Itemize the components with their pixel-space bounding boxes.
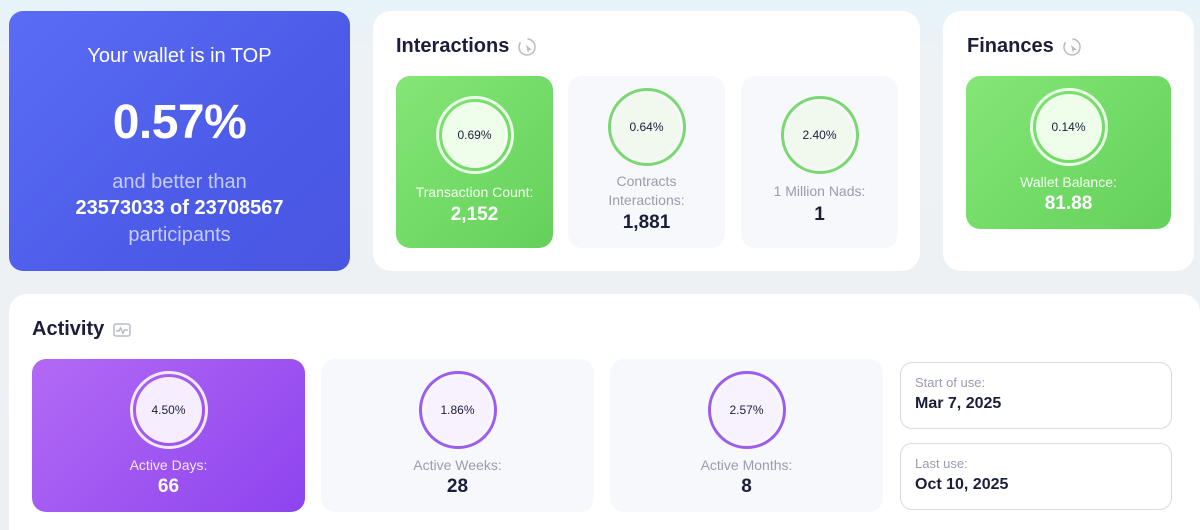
start-of-use-value: Mar 7, 2025 xyxy=(915,395,1002,412)
active-weeks-tile: 1.86% Active Weeks: 28 xyxy=(321,359,594,512)
rank-count: 23573033 of 23708567 xyxy=(75,197,284,219)
transaction-count-percent: 0.69% xyxy=(457,128,492,142)
interactions-title-text: Interactions xyxy=(396,35,510,57)
active-weeks-value: 28 xyxy=(446,476,469,497)
rank-better-than: and better than xyxy=(112,171,247,193)
wallet-balance-percent: 0.14% xyxy=(1051,120,1086,134)
wallet-balance-label: Wallet Balance: xyxy=(1020,174,1117,190)
finances-title: Finances xyxy=(967,35,1082,58)
wallet-rank-card: Your wallet is in TOP 0.57% and better t… xyxy=(9,11,350,271)
interactions-card: Interactions 0.69% Transaction Count: 2,… xyxy=(373,11,920,271)
cursor-click-icon[interactable] xyxy=(517,37,537,57)
rank-percent: 0.57% xyxy=(112,96,247,149)
finances-card: Finances 0.14% Wallet Balance: 81.88 xyxy=(943,11,1194,271)
last-use-box: Last use: Oct 10, 2025 xyxy=(900,443,1172,510)
million-nads-label: 1 Million Nads: xyxy=(773,183,866,199)
active-days-label: Active Days: xyxy=(129,457,208,473)
transaction-count-value: 2,152 xyxy=(450,204,499,225)
cursor-click-icon[interactable] xyxy=(1062,37,1082,57)
contracts-interactions-ring: 0.64% xyxy=(607,88,686,166)
last-use-label: Last use: xyxy=(915,456,968,471)
activity-card: Activity 4.50% Active Days: 66 1.86% Act… xyxy=(9,294,1200,530)
activity-title-text: Activity xyxy=(32,318,105,340)
active-months-tile: 2.57% Active Months: 8 xyxy=(610,359,883,512)
million-nads-value: 1 xyxy=(814,204,825,225)
wallet-balance-ring: 0.14% xyxy=(1029,88,1108,166)
last-use-value: Oct 10, 2025 xyxy=(915,476,1009,493)
rank-participants: participants xyxy=(128,224,231,246)
contracts-interactions-percent: 0.64% xyxy=(629,120,664,134)
million-nads-ring: 2.40% xyxy=(780,96,859,174)
active-weeks-label: Active Weeks: xyxy=(413,457,502,473)
active-days-value: 66 xyxy=(157,476,180,497)
active-weeks-ring: 1.86% xyxy=(418,371,497,449)
million-nads-percent: 2.40% xyxy=(802,128,837,142)
wallet-balance-tile: 0.14% Wallet Balance: 81.88 xyxy=(966,76,1171,229)
active-days-tile: 4.50% Active Days: 66 xyxy=(32,359,305,512)
activity-title: Activity xyxy=(32,318,132,341)
interactions-title: Interactions xyxy=(396,35,537,58)
start-of-use-label: Start of use: xyxy=(915,375,986,390)
active-months-percent: 2.57% xyxy=(729,403,764,417)
transaction-count-tile: 0.69% Transaction Count: 2,152 xyxy=(396,76,553,248)
active-months-label: Active Months: xyxy=(700,457,793,473)
activity-chart-icon[interactable] xyxy=(112,320,132,340)
rank-heading: Your wallet is in TOP xyxy=(87,45,272,67)
active-months-value: 8 xyxy=(741,476,752,497)
wallet-balance-value: 81.88 xyxy=(1044,193,1093,214)
active-months-ring: 2.57% xyxy=(707,371,786,449)
active-days-ring: 4.50% xyxy=(129,371,208,449)
contracts-interactions-label: Contracts Interactions: xyxy=(608,173,685,208)
contracts-interactions-value: 1,881 xyxy=(622,212,671,233)
contracts-interactions-tile: 0.64% Contracts Interactions: 1,881 xyxy=(568,76,725,248)
active-weeks-percent: 1.86% xyxy=(440,403,475,417)
transaction-count-ring: 0.69% xyxy=(435,96,514,174)
transaction-count-label: Transaction Count: xyxy=(415,184,534,200)
million-nads-tile: 2.40% 1 Million Nads: 1 xyxy=(741,76,898,248)
finances-title-text: Finances xyxy=(967,35,1054,57)
start-of-use-box: Start of use: Mar 7, 2025 xyxy=(900,362,1172,429)
active-days-percent: 4.50% xyxy=(151,403,186,417)
